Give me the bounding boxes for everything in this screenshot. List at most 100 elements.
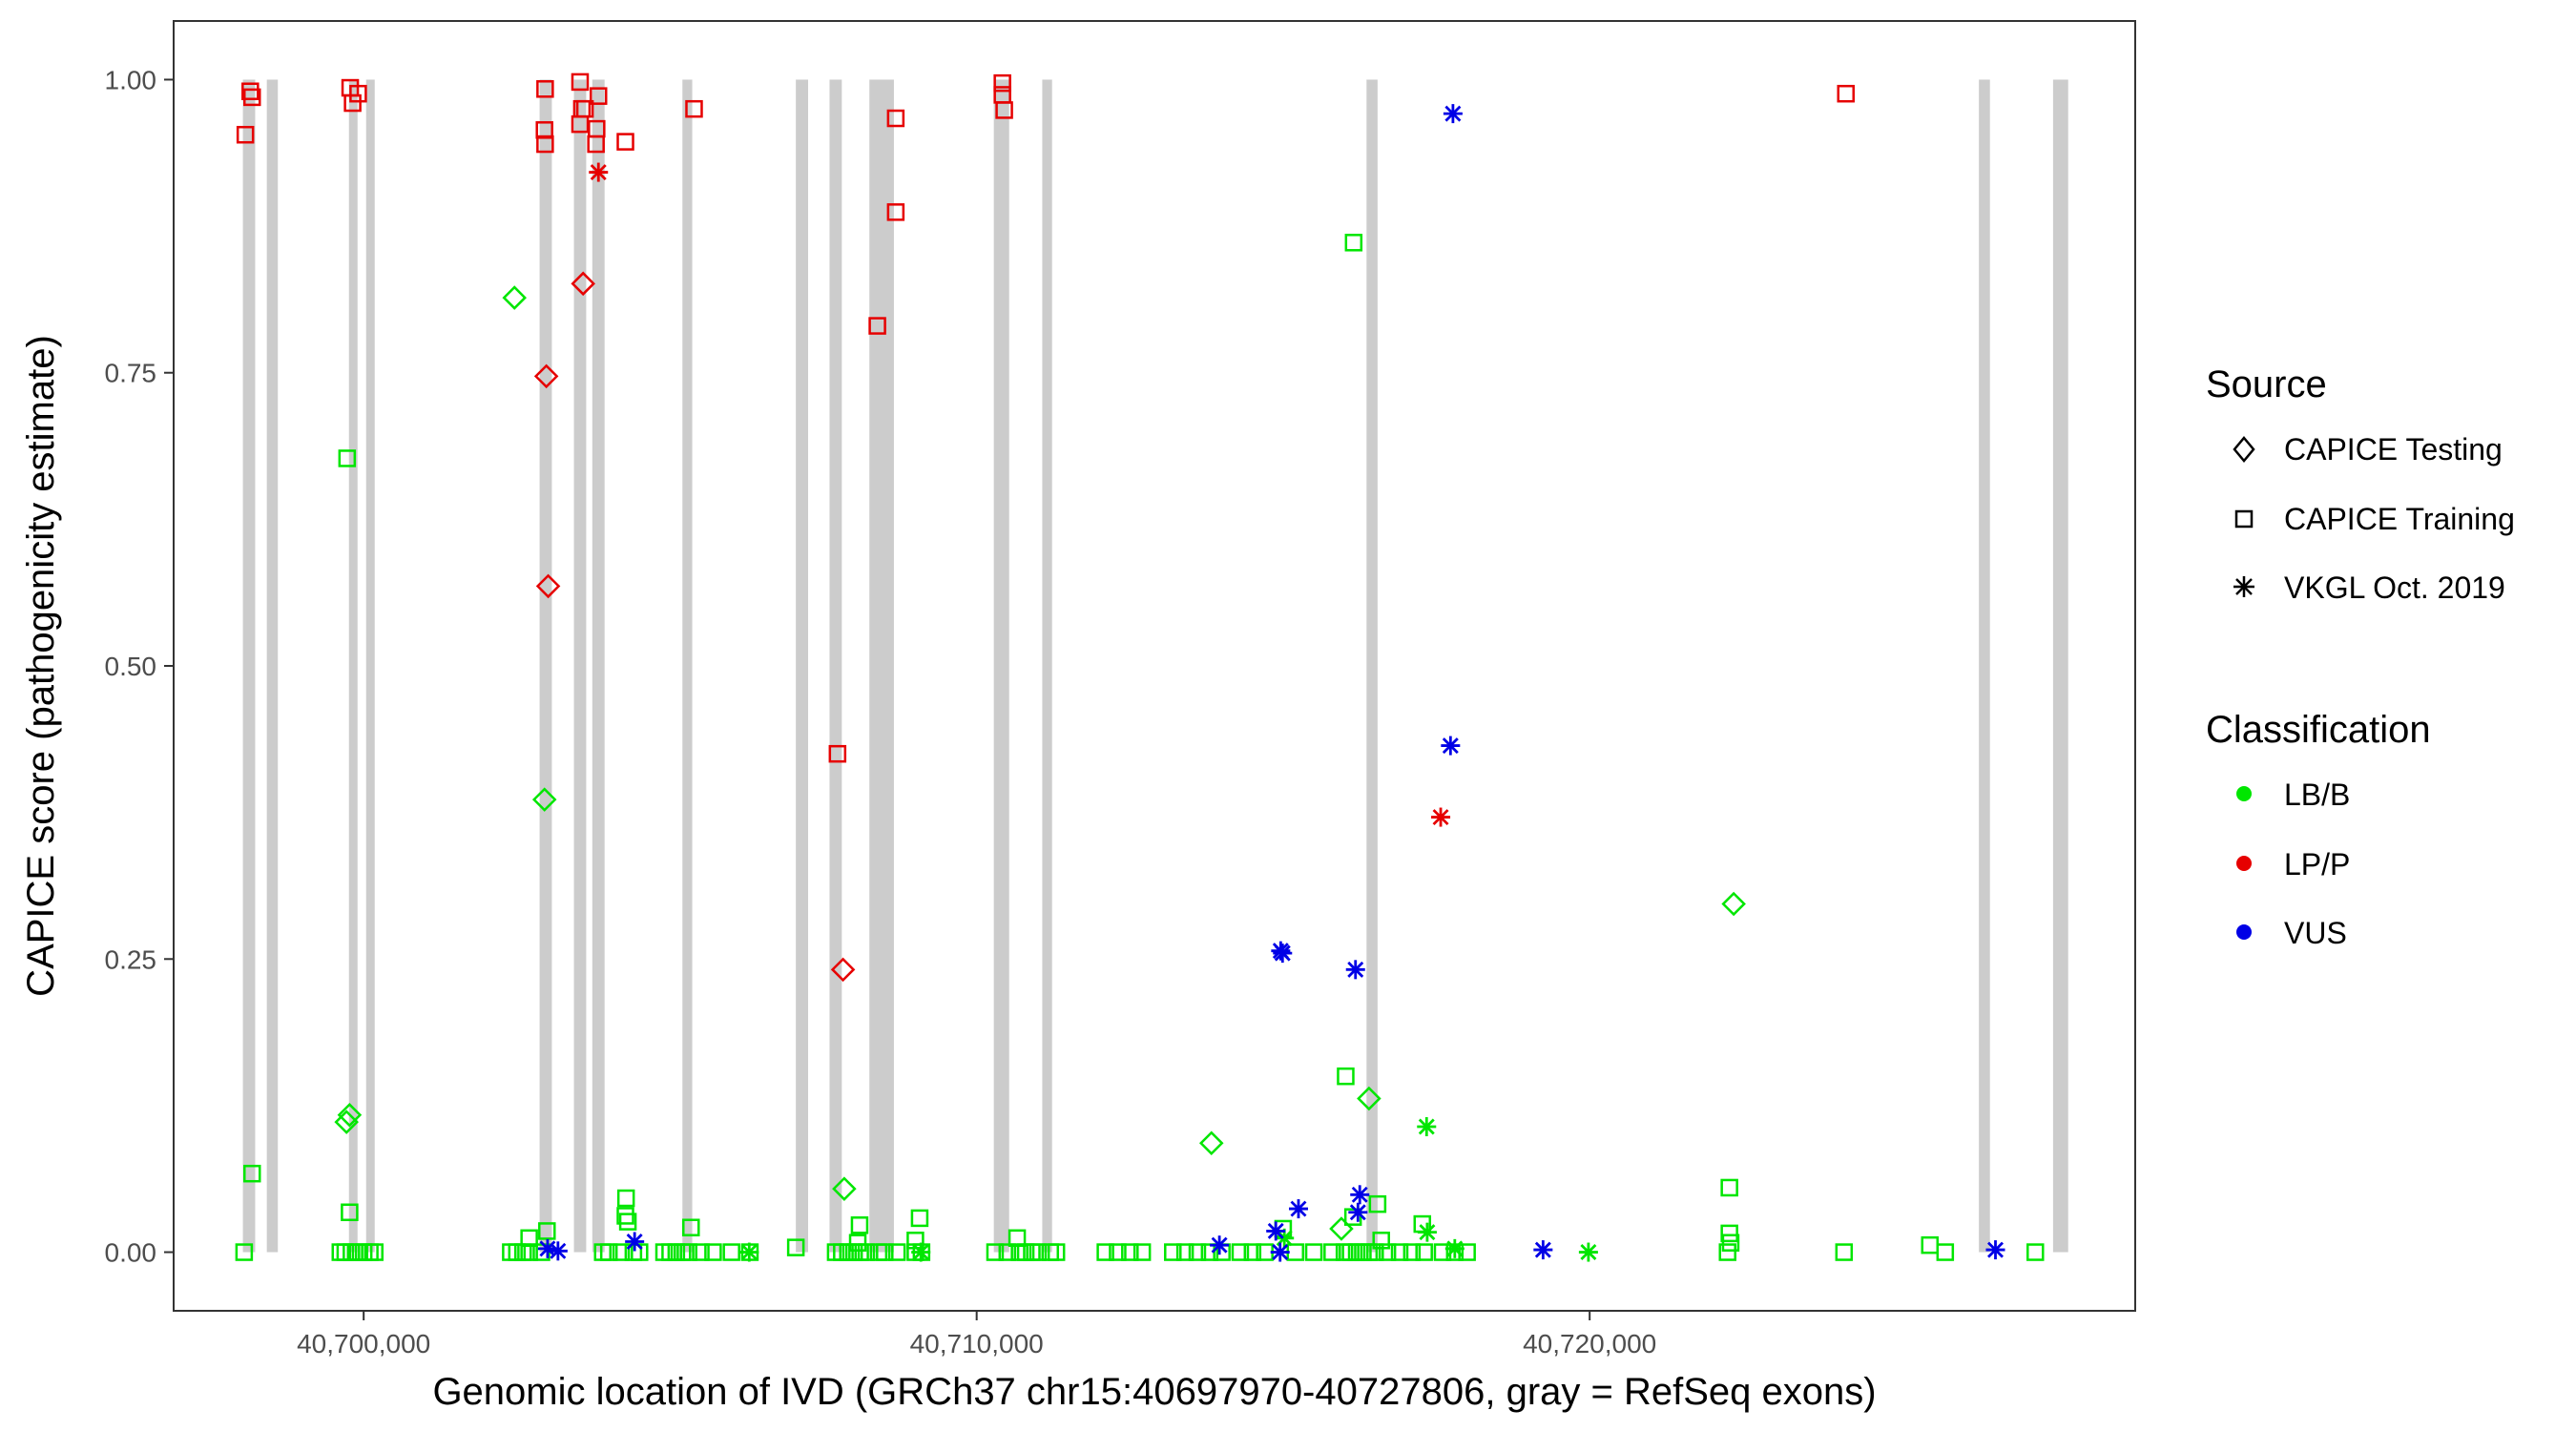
x-axis: 40,700,000 40,710,000 40,720,000: [297, 1311, 1656, 1358]
exon-band: [1979, 79, 1990, 1253]
data-point-diamond: [830, 957, 856, 983]
legend-class-title: Classification: [2206, 709, 2431, 751]
data-point-square: [1175, 1243, 1195, 1261]
legend-class-lbb-label: LB/B: [2284, 778, 2350, 812]
legend-diamond-icon: [2233, 436, 2255, 463]
y-tick-label: 0.00: [105, 1238, 157, 1268]
data-point-asterisk: [1578, 1242, 1598, 1262]
data-point-asterisk: [1288, 1199, 1308, 1219]
data-point-square: [538, 1222, 556, 1240]
data-point-square: [682, 1218, 700, 1236]
data-point-asterisk: [1210, 1235, 1230, 1255]
data-point-square: [1047, 1243, 1066, 1261]
x-tick-label: 40,700,000: [297, 1329, 430, 1358]
data-points: [235, 73, 2045, 1262]
legend-source-training-label: CAPICE Training: [2284, 502, 2515, 536]
data-point-diamond: [571, 271, 595, 297]
x-axis-title: Genomic location of IVD (GRCh37 chr15:40…: [432, 1371, 1876, 1413]
legend-classification: Classification LB/B LP/P VUS: [2206, 709, 2431, 950]
exon-band: [682, 79, 693, 1253]
data-point-diamond: [1357, 1086, 1381, 1111]
data-point-square: [343, 93, 362, 113]
data-point-square: [616, 1189, 635, 1208]
exon-band: [993, 79, 1009, 1253]
data-point-square: [857, 1243, 876, 1261]
data-point-asterisk: [1270, 1242, 1290, 1262]
data-point-square: [242, 1164, 261, 1183]
legend-source-testing: CAPICE Testing: [2233, 432, 2503, 467]
data-point-square: [1378, 1243, 1397, 1261]
data-point-square: [868, 317, 886, 335]
x-tick-label: 40,720,000: [1523, 1329, 1656, 1358]
data-point-square: [1372, 1232, 1390, 1250]
data-point-square: [685, 99, 703, 118]
data-point-square: [1366, 1243, 1384, 1261]
data-point-diamond: [531, 787, 557, 812]
data-point-square: [571, 73, 590, 92]
data-point-asterisk: [1273, 944, 1293, 964]
x-tick-label: 40,710,000: [910, 1329, 1044, 1358]
data-point-square: [1344, 234, 1363, 252]
data-point-square: [599, 1243, 618, 1261]
exon-band: [2052, 79, 2068, 1253]
data-point-square: [1936, 1243, 1955, 1261]
data-point-square: [886, 203, 905, 221]
legend-source-training: CAPICE Training: [2234, 502, 2515, 536]
data-point-square: [828, 744, 847, 763]
legend-source-title: Source: [2206, 363, 2327, 405]
data-point-square: [998, 1243, 1017, 1261]
y-axis: 0.00 0.25 0.50 0.75 1.00: [105, 65, 174, 1268]
data-point-asterisk: [1417, 1117, 1437, 1137]
data-point-diamond: [1198, 1130, 1224, 1156]
legend-class-lpp: LP/P: [2236, 847, 2350, 881]
data-point-square: [1415, 1243, 1433, 1261]
y-axis-title: CAPICE score (pathogenicity estimate): [20, 335, 62, 997]
data-point-square: [1096, 1243, 1114, 1261]
data-point-asterisk: [1443, 104, 1463, 124]
data-point-square: [631, 1243, 649, 1261]
exon-bands: [242, 79, 2068, 1253]
data-point-diamond: [1329, 1216, 1354, 1241]
data-point-square: [679, 1243, 697, 1261]
exon-band: [869, 79, 894, 1253]
data-point-asterisk: [1350, 1185, 1370, 1205]
legend-square-icon: [2234, 509, 2254, 529]
legend-class-vus: VUS: [2236, 916, 2347, 950]
data-point-square: [616, 133, 634, 151]
data-point-square: [571, 114, 590, 134]
data-point-square: [520, 1243, 538, 1261]
data-point-square: [349, 84, 367, 103]
y-tick-label: 0.25: [105, 944, 157, 974]
legend-dot-icon: [2236, 856, 2252, 871]
legend-class-lbb: LB/B: [2236, 778, 2350, 812]
data-point-square: [722, 1243, 740, 1261]
data-point-asterisk: [1348, 1202, 1368, 1222]
data-point-square: [1200, 1243, 1219, 1261]
data-point-square: [338, 449, 357, 467]
legend-class-lpp-label: LP/P: [2284, 847, 2350, 881]
data-point-square: [704, 1243, 722, 1261]
exon-band: [829, 79, 842, 1253]
data-point-square: [2026, 1243, 2045, 1261]
data-point-asterisk: [625, 1232, 645, 1252]
data-point-square: [1028, 1243, 1048, 1261]
data-point-square: [241, 82, 260, 100]
data-point-square: [1188, 1243, 1207, 1261]
legend-source: Source CAPICE Testing CAPICE Training VK…: [2206, 363, 2515, 605]
exon-band: [242, 79, 256, 1253]
data-point-square: [365, 1243, 384, 1261]
data-point-diamond: [502, 285, 527, 310]
exon-band: [573, 79, 587, 1253]
data-point-square: [1304, 1243, 1323, 1261]
data-point-square: [886, 109, 905, 128]
data-point-square: [995, 101, 1013, 119]
data-point-square: [993, 73, 1011, 93]
exon-band: [1042, 79, 1052, 1253]
data-point-square: [536, 135, 554, 154]
exon-band: [365, 79, 375, 1253]
legend-source-vkgl-label: VKGL Oct. 2019: [2284, 570, 2505, 605]
data-point-square: [1121, 1243, 1139, 1261]
data-point-diamond: [1721, 891, 1746, 917]
data-point-square: [786, 1238, 805, 1256]
